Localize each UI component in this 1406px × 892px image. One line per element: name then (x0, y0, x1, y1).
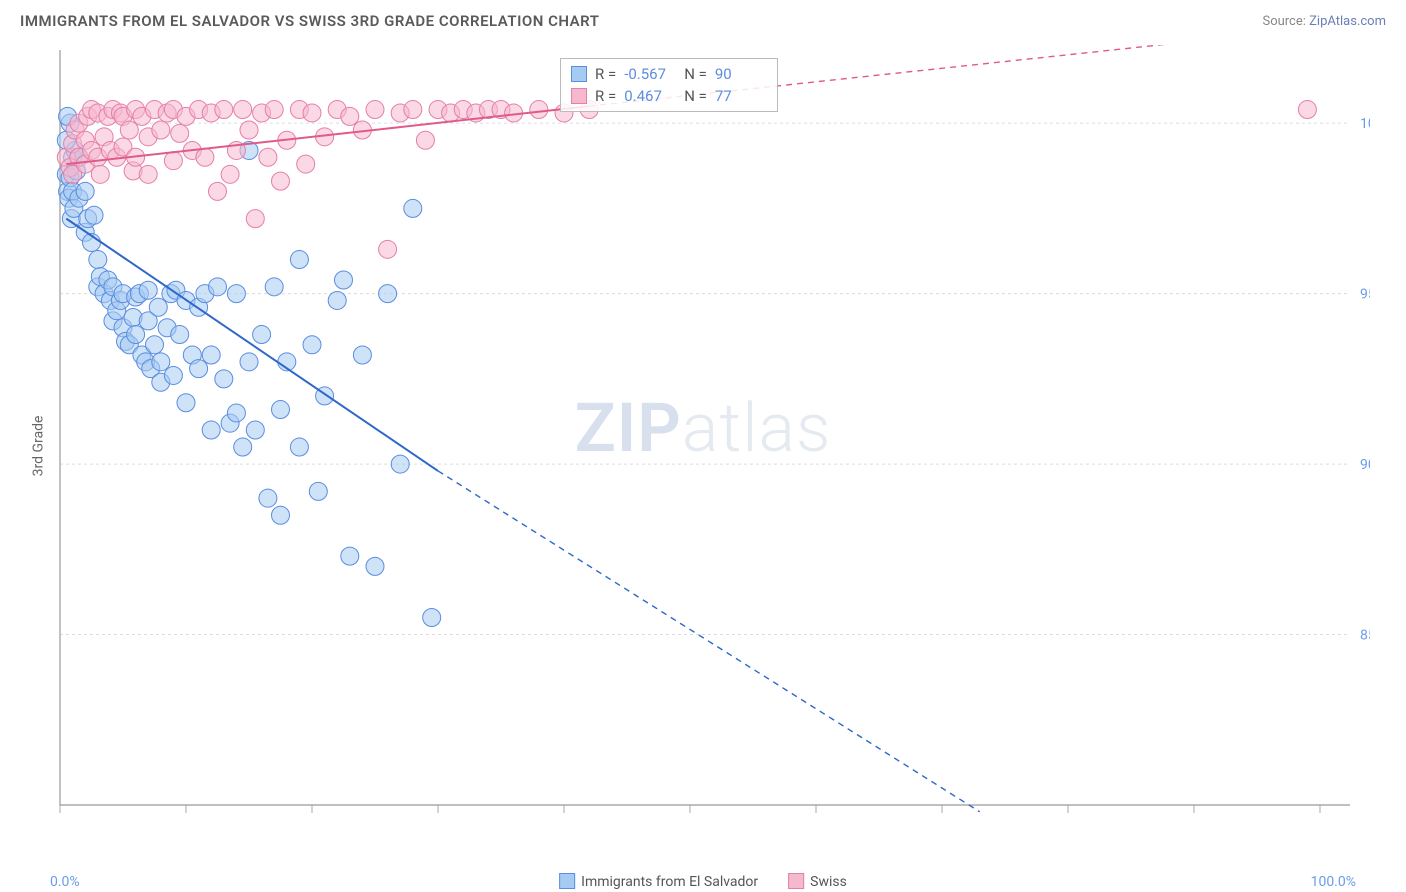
point-el-salvador (353, 346, 371, 364)
point-el-salvador (335, 271, 353, 289)
legend-swatch (559, 873, 575, 889)
point-el-salvador (272, 401, 290, 419)
point-swiss (171, 124, 189, 142)
point-el-salvador (290, 438, 308, 456)
stats-swatch (571, 66, 587, 82)
stats-r-value: -0.567 (624, 65, 676, 83)
source-prefix: Source: (1262, 14, 1309, 29)
stats-n-value: 77 (715, 87, 767, 105)
series-legend: Immigrants from El Salvador Swiss (559, 873, 847, 890)
y-tick-label: 90.0% (1360, 457, 1370, 473)
point-el-salvador (290, 251, 308, 269)
point-swiss (1298, 101, 1316, 119)
source-link[interactable]: ZipAtlas.com (1309, 14, 1386, 29)
point-el-salvador (146, 336, 164, 354)
point-el-salvador (379, 285, 397, 303)
point-swiss (196, 148, 214, 166)
point-el-salvador (209, 278, 227, 296)
stats-r-label: R = (595, 87, 616, 105)
point-el-salvador (259, 489, 277, 507)
point-swiss (259, 148, 277, 166)
point-el-salvador (272, 506, 290, 524)
point-swiss (297, 155, 315, 173)
point-swiss (341, 107, 359, 125)
point-swiss (164, 152, 182, 170)
point-el-salvador (152, 353, 170, 371)
point-swiss (91, 165, 109, 183)
y-tick-label: 85.0% (1360, 628, 1370, 644)
point-swiss (139, 165, 157, 183)
point-swiss (209, 182, 227, 200)
chart-title: IMMIGRANTS FROM EL SALVADOR VS SWISS 3RD… (20, 12, 599, 30)
chart-area: 85.0% 90.0% 95.0% 100.0% (50, 45, 1370, 825)
point-el-salvador (177, 394, 195, 412)
point-el-salvador (341, 547, 359, 565)
point-el-salvador (303, 336, 321, 354)
scatter-chart: 85.0% 90.0% 95.0% 100.0% (50, 45, 1370, 825)
point-swiss (240, 121, 258, 139)
legend-label: Immigrants from El Salvador (581, 874, 758, 890)
point-el-salvador (265, 278, 283, 296)
stats-r-label: R = (595, 65, 616, 83)
point-swiss (303, 104, 321, 122)
legend-item: Swiss (788, 873, 847, 890)
stats-n-label: N = (684, 65, 707, 83)
point-swiss (120, 121, 138, 139)
legend-item: Immigrants from El Salvador (559, 873, 758, 890)
point-el-salvador (215, 370, 233, 388)
point-swiss (234, 101, 252, 119)
point-el-salvador (164, 366, 182, 384)
y-tick-label: 100.0% (1360, 116, 1370, 132)
point-swiss (221, 165, 239, 183)
point-el-salvador (202, 421, 220, 439)
point-el-salvador (423, 609, 441, 627)
point-el-salvador (149, 298, 167, 316)
point-el-salvador (227, 404, 245, 422)
stats-swatch (571, 88, 587, 104)
point-el-salvador (240, 353, 258, 371)
point-swiss (404, 101, 422, 119)
point-el-salvador (227, 285, 245, 303)
point-swiss (215, 101, 233, 119)
correlation-stats-box: R = -0.567 N = 90 R = 0.467 N = 77 (560, 58, 778, 112)
point-el-salvador (76, 182, 94, 200)
y-axis-label: 3rd Grade (30, 416, 46, 477)
point-swiss (272, 172, 290, 190)
point-swiss (246, 210, 264, 228)
legend-label: Swiss (810, 874, 847, 890)
point-el-salvador (190, 360, 208, 378)
stats-row: R = -0.567 N = 90 (571, 63, 767, 85)
point-swiss (265, 101, 283, 119)
trendline-extension (438, 471, 980, 812)
stats-r-value: 0.467 (624, 87, 676, 105)
point-swiss (152, 121, 170, 139)
point-el-salvador (309, 482, 327, 500)
point-el-salvador (234, 438, 252, 456)
chart-source: Source: ZipAtlas.com (1262, 14, 1386, 29)
point-swiss (530, 101, 548, 119)
point-el-salvador (328, 291, 346, 309)
x-tick-max: 100.0% (1311, 874, 1356, 890)
x-tick-min: 0.0% (50, 874, 80, 890)
stats-n-label: N = (684, 87, 707, 105)
point-swiss (416, 131, 434, 149)
point-swiss (379, 240, 397, 258)
point-el-salvador (391, 455, 409, 473)
point-el-salvador (127, 326, 145, 344)
point-el-salvador (139, 281, 157, 299)
point-el-salvador (246, 421, 264, 439)
point-el-salvador (171, 326, 189, 344)
y-tick-label: 95.0% (1360, 287, 1370, 303)
point-el-salvador (202, 346, 220, 364)
point-el-salvador (366, 557, 384, 575)
point-el-salvador (85, 206, 103, 224)
point-swiss (366, 101, 384, 119)
stats-n-value: 90 (715, 65, 767, 83)
point-el-salvador (253, 326, 271, 344)
point-el-salvador (404, 199, 422, 217)
stats-row: R = 0.467 N = 77 (571, 85, 767, 107)
chart-header: IMMIGRANTS FROM EL SALVADOR VS SWISS 3RD… (0, 0, 1406, 38)
point-el-salvador (89, 251, 107, 269)
legend-swatch (788, 873, 804, 889)
